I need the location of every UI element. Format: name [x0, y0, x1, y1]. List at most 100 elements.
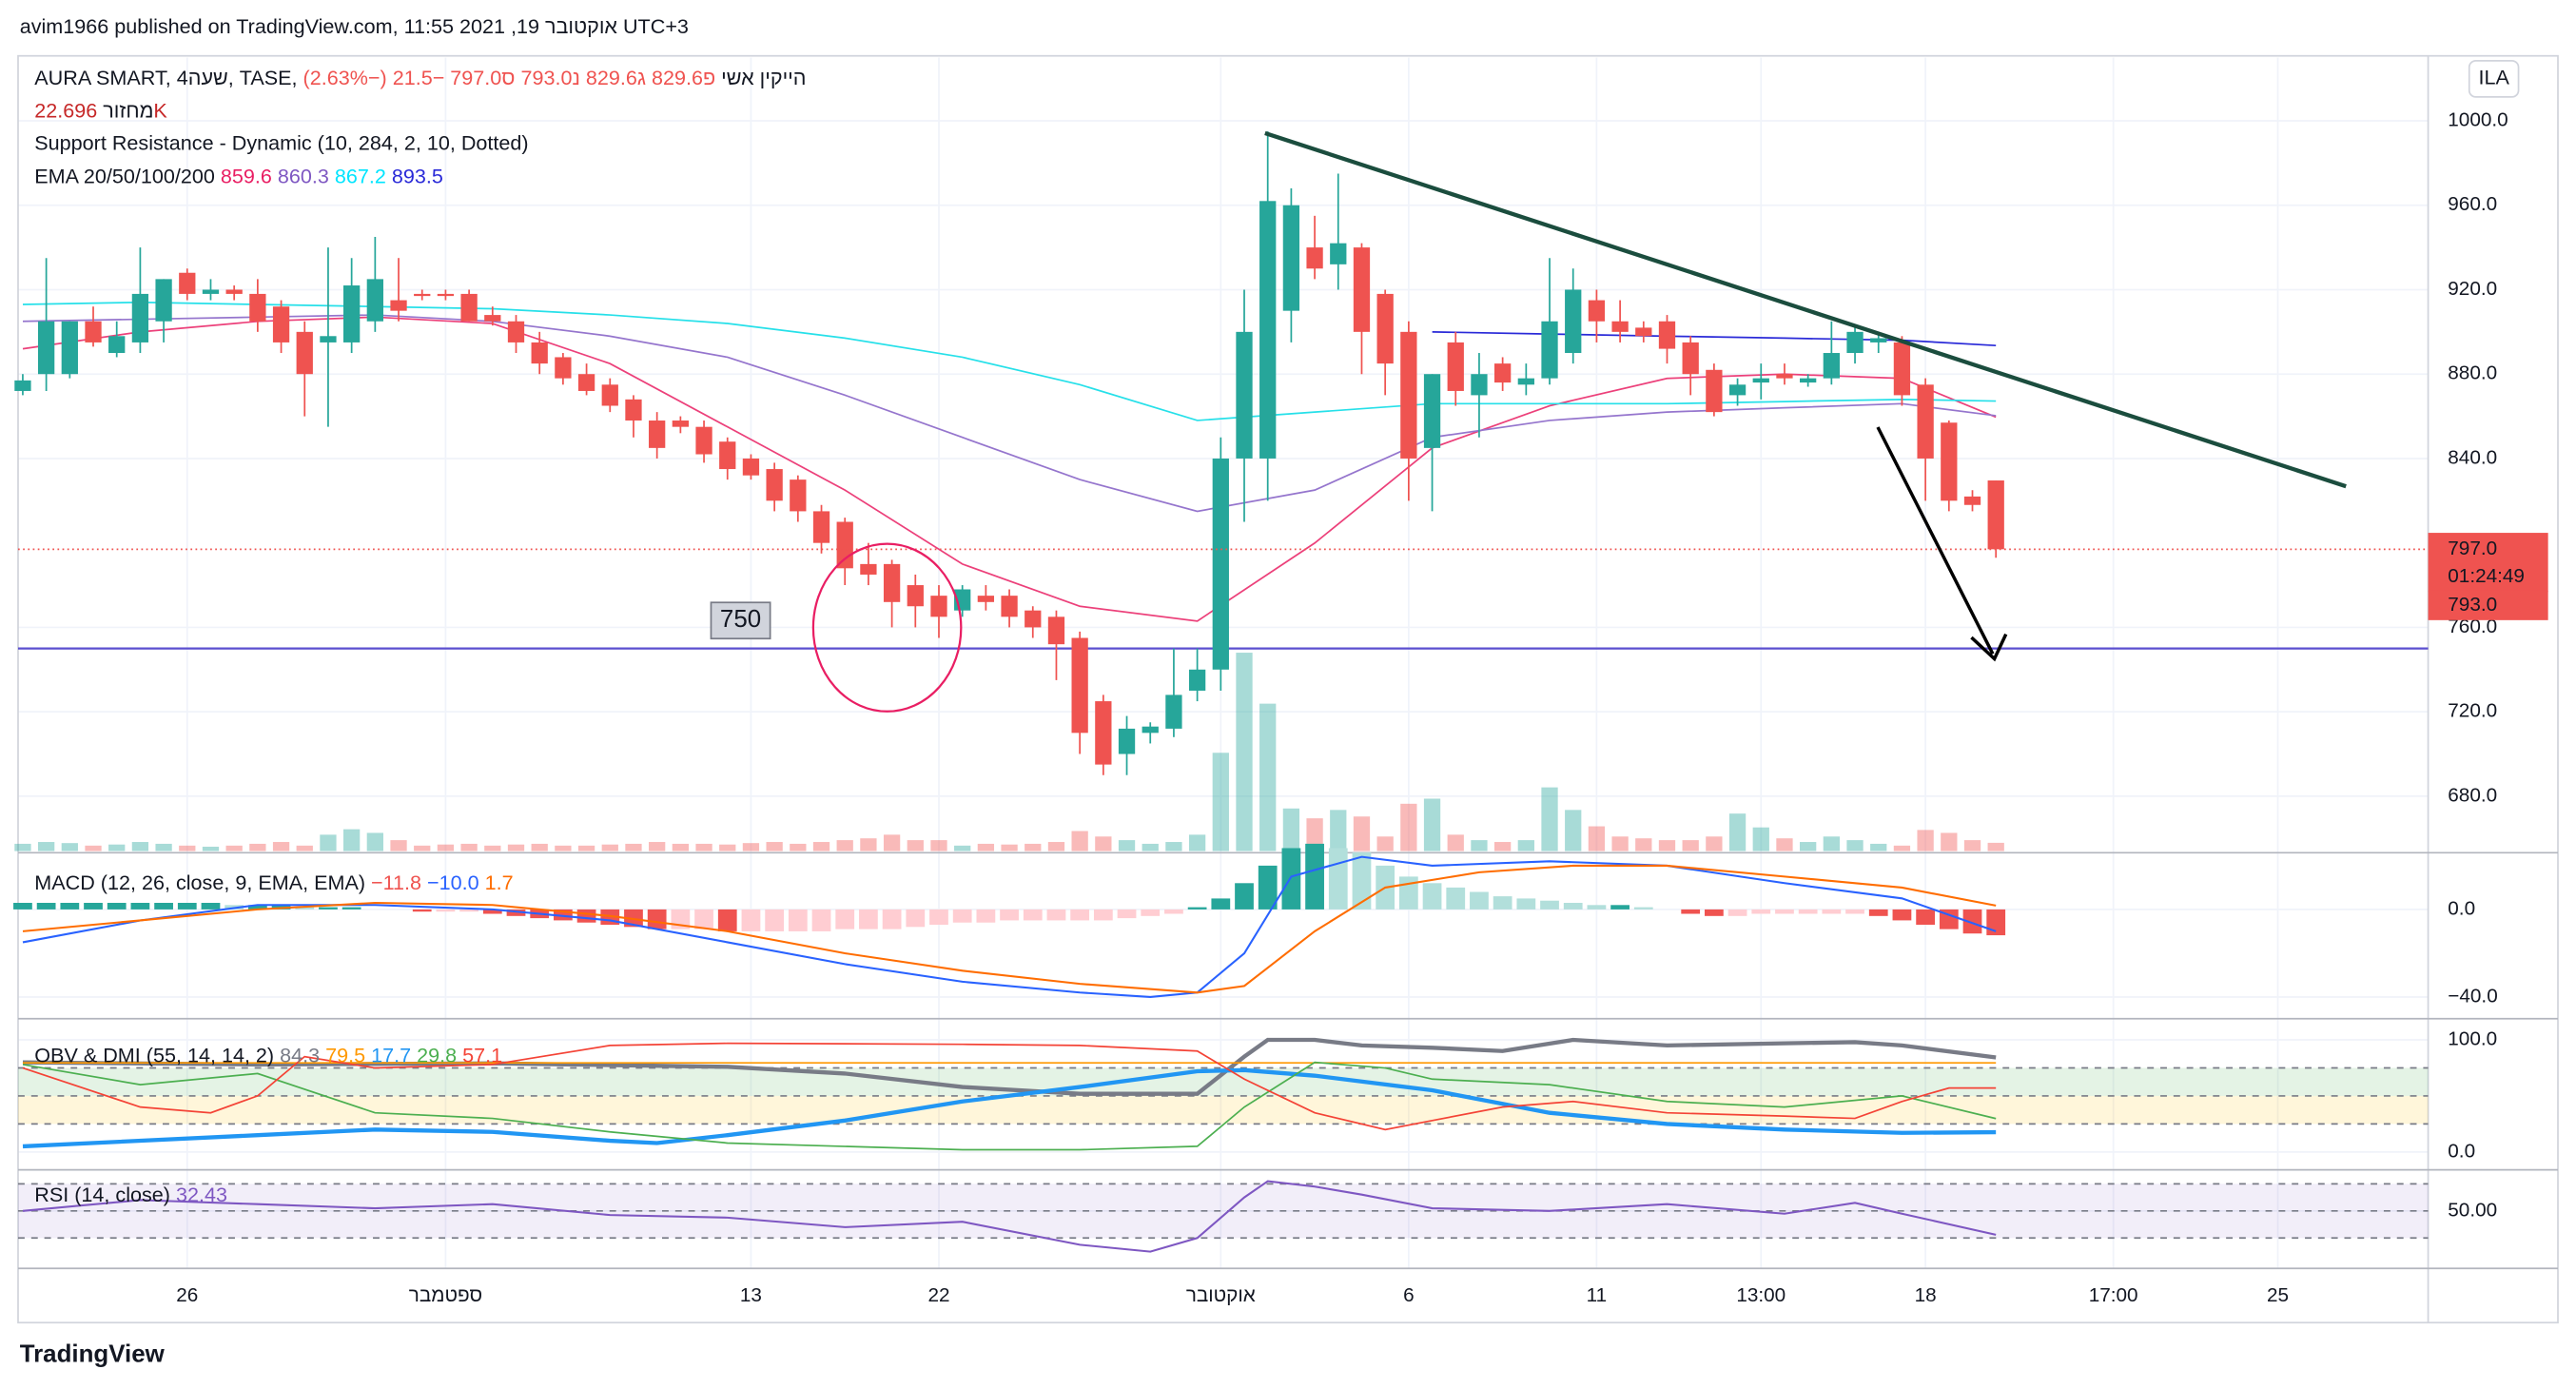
volume-bar [649, 842, 666, 851]
volume-bar [1447, 834, 1464, 851]
candle-body [555, 357, 572, 379]
series-line [22, 1037, 1997, 1096]
candle-body [1870, 338, 1887, 342]
candle-body [1706, 369, 1723, 413]
currency-button[interactable] [2468, 60, 2520, 98]
obv-value: 79.5 [325, 1043, 365, 1066]
histogram-bar [107, 903, 127, 910]
volume-bar [1259, 703, 1277, 851]
volume-bar [1353, 816, 1371, 851]
candle-body [202, 289, 220, 294]
volume-bar [1330, 810, 1347, 851]
volume-bar [907, 840, 924, 851]
candle-body [1071, 637, 1088, 734]
candle-body [812, 511, 830, 543]
histogram-bar [36, 903, 56, 910]
candle-body [179, 272, 196, 294]
volume-bar [1846, 840, 1864, 851]
volume-bar [1728, 813, 1747, 851]
low-value: 793.0 [520, 66, 572, 89]
histogram-bar [295, 907, 315, 910]
low-prefix: נ [572, 66, 579, 89]
arrow-head [1970, 633, 2008, 662]
series-line [22, 1042, 1997, 1131]
volume-bar [1611, 836, 1629, 851]
candle-body [296, 331, 313, 375]
candle-body [1611, 321, 1629, 332]
candle-body [742, 458, 760, 476]
macd-value: −10.0 [427, 871, 479, 894]
candle-body [907, 585, 924, 607]
histogram-bar [1845, 909, 1864, 914]
candle-body [1776, 374, 1793, 379]
support-label: 750 [720, 606, 761, 633]
ema-title: EMA 20/50/100/200 [34, 164, 215, 187]
currency-label[interactable]: ILA [2478, 66, 2509, 89]
volume-bar [790, 843, 807, 851]
x-tick-label: 18 [1915, 1284, 1937, 1306]
candle-body [460, 293, 478, 322]
volume-bar [1517, 840, 1534, 851]
candle-body [1095, 701, 1112, 765]
rsi-title: RSI (14, close) [34, 1183, 170, 1206]
volume-bar [155, 843, 172, 851]
histogram-bar [1070, 909, 1090, 921]
volume-bar [390, 840, 407, 851]
histogram-bar [554, 909, 573, 921]
ema-value: 860.3 [278, 164, 329, 187]
ema-value: 867.2 [335, 164, 386, 187]
histogram-bar [130, 903, 150, 910]
volume-bar [225, 845, 243, 851]
series-line [22, 855, 1997, 998]
volume-bar [742, 843, 760, 851]
volume-bar [1800, 842, 1817, 851]
volume-bar [860, 838, 877, 851]
series-line [22, 1180, 1997, 1253]
candle-body [320, 336, 337, 342]
histogram-bar [882, 909, 902, 929]
volume-bar [1142, 843, 1159, 851]
y-tick-label: 920.0 [2448, 278, 2497, 300]
brand-logo[interactable]: TradingView [20, 1341, 166, 1368]
volume-bar [85, 845, 102, 851]
volume-bar [1941, 832, 1958, 851]
y-tick-label: 760.0 [2448, 616, 2497, 637]
histogram-bar [1093, 909, 1113, 921]
histogram-bar [741, 909, 761, 931]
close-prefix: ס [501, 66, 515, 89]
volume-bar [249, 843, 266, 851]
volume-bar [1001, 844, 1018, 851]
grid [17, 57, 2429, 1269]
countdown-label: 01:24:49 [2448, 565, 2525, 587]
series-line [22, 864, 1997, 994]
histogram-bar [1470, 891, 1489, 910]
volume-bar [812, 842, 830, 851]
candle-body [61, 321, 78, 375]
candle-body [719, 441, 736, 470]
volume-bar [1565, 810, 1582, 851]
candle-body [484, 315, 501, 322]
volume-bar [577, 845, 595, 851]
volume-title: מחזור [103, 98, 153, 122]
candle-body [1400, 331, 1417, 459]
histogram-bar [319, 907, 338, 910]
volume-bar [1541, 787, 1558, 851]
candle-body [1376, 293, 1394, 364]
x-tick-label: אוקטובר [1186, 1284, 1256, 1306]
candle-body [930, 596, 947, 617]
histogram-bar [459, 909, 478, 912]
volume-bar [555, 845, 572, 851]
volume-bar [437, 844, 455, 851]
candle-body [155, 279, 172, 322]
low-tag [2428, 590, 2548, 620]
volume-bar [1118, 840, 1136, 851]
volume-bar [1893, 845, 1911, 851]
histogram-bar [1587, 905, 1607, 910]
candle-body [1142, 726, 1159, 734]
candle-body [1493, 363, 1512, 383]
histogram-bar [482, 909, 502, 914]
histogram-bar [1727, 909, 1747, 916]
high-value: 829.6 [586, 66, 637, 89]
candle-body [1423, 374, 1441, 448]
candle-body [1259, 201, 1277, 459]
